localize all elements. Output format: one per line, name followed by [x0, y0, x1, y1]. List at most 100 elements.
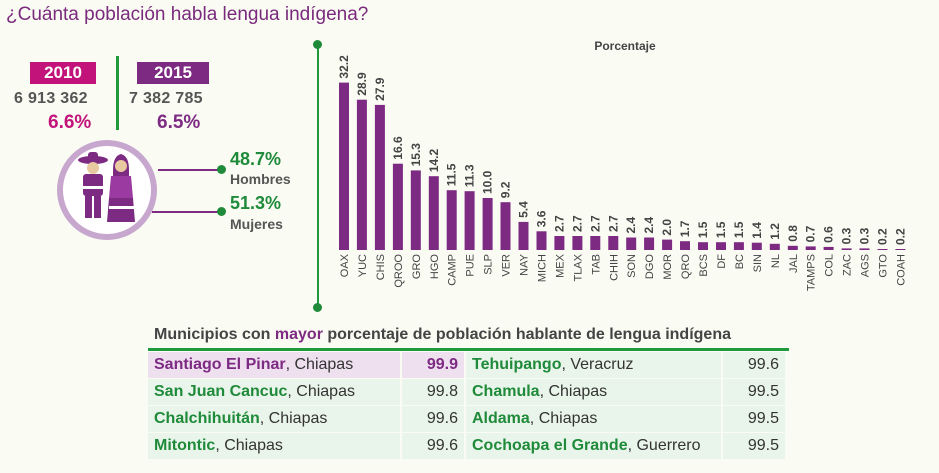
bar-zac: [841, 248, 852, 250]
category-label: MICH: [537, 254, 549, 282]
bar-value-label: 28.9: [355, 72, 369, 96]
state-percentage-chart: Porcentaje 32.2 OAX 28.9 YUC 27.9 CHIS 16.6 QRO…: [337, 39, 907, 291]
bar-value-label: 1.4: [750, 222, 764, 239]
value-cell: 99.8: [402, 379, 464, 405]
bar-mex: [554, 236, 565, 250]
men-percent: 48.7%: [230, 149, 282, 169]
bar-tab: [590, 236, 601, 250]
category-label: QROO: [393, 254, 405, 288]
category-label: GRO: [411, 254, 423, 280]
value-cell: 99.5: [723, 379, 785, 405]
bar-value-label: 2.7: [588, 215, 602, 232]
table-heading-pre: Municipios con: [154, 326, 275, 343]
year-2015-badge: 2015: [137, 62, 209, 84]
bar-tlax: [572, 236, 583, 250]
table-heading-post: porcentaje de población hablante de leng…: [322, 326, 731, 343]
category-label: TAMPS: [806, 254, 818, 291]
bar-chis: [374, 104, 385, 251]
bar-value-label: 11.3: [463, 164, 477, 187]
year-2010-badge: 2010: [30, 62, 96, 84]
category-label: MEX: [554, 253, 566, 278]
bar-df: [716, 242, 726, 250]
bar-yuc: [356, 99, 367, 250]
bar-value-label: 1.5: [696, 221, 710, 238]
population-2015: 7 382 785: [129, 90, 203, 107]
bar-value-label: 0.3: [840, 227, 854, 244]
municipalities-table: Municipios con mayor porcentaje de pobla…: [148, 322, 789, 459]
bar-value-label: 11.5: [445, 163, 459, 186]
bar-pue: [464, 191, 475, 250]
category-label: BCS: [698, 254, 710, 277]
bar-value-label: 9.2: [499, 181, 513, 198]
bar-value-label: 16.6: [391, 136, 405, 160]
table-row: Santiago El Pinar, Chiapas 99.9 Tehuipan…: [148, 352, 789, 378]
bar-camp: [446, 190, 457, 250]
category-label: JAL: [788, 254, 800, 273]
percent-2010: 6.6%: [48, 112, 92, 133]
category-label: GTO: [878, 254, 890, 278]
category-label: YUC: [357, 254, 369, 277]
page-title: ¿Cuánta población habla lengua indígena?: [6, 4, 369, 25]
bar-value-label: 0.7: [804, 225, 818, 242]
municipality-cell: Tehuipango, Veracruz: [466, 352, 721, 378]
municipality-cell: Chamula, Chiapas: [466, 379, 721, 405]
bar-value-label: 5.4: [517, 201, 531, 218]
value-cell: 99.6: [402, 433, 464, 459]
bar-ags: [859, 248, 870, 250]
bar-qro: [680, 241, 690, 250]
people-illustration: [57, 140, 157, 240]
bar-jal: [787, 245, 798, 250]
category-label: NAY: [519, 253, 531, 275]
women-label: Mujeres: [230, 216, 283, 232]
category-label: SON: [626, 254, 638, 278]
category-label: CHIS: [375, 254, 387, 280]
bar-hgo: [428, 176, 439, 250]
bar-slp: [482, 198, 493, 250]
bar-value-label: 0.2: [893, 228, 907, 245]
bar-value-label: 3.6: [535, 210, 549, 227]
category-label: OAX: [339, 253, 351, 277]
bar-bc: [733, 242, 744, 250]
municipality-cell: Mitontic, Chiapas: [148, 433, 400, 459]
category-label: DF: [716, 254, 728, 269]
bar-bcs: [698, 242, 708, 250]
men-connector-line: [158, 169, 220, 171]
category-label: PUE: [465, 254, 477, 277]
bar-value-label: 1.5: [714, 221, 728, 238]
men-connector-dot: [217, 165, 226, 174]
percent-2015: 6.5%: [157, 112, 201, 133]
bar-value-label: 14.2: [427, 149, 441, 173]
category-label: TAB: [590, 254, 602, 275]
municipality-cell: Santiago El Pinar, Chiapas: [148, 352, 400, 378]
bar-value-label: 0.8: [786, 225, 800, 242]
value-cell: 99.5: [723, 406, 785, 432]
chart-divider-dot-top: [313, 40, 322, 49]
bar-tamps: [805, 246, 816, 250]
bar-nl: [769, 243, 780, 250]
women-connector-dot: [217, 207, 226, 216]
category-label: SLP: [483, 254, 495, 275]
category-label: QRO: [680, 254, 692, 280]
value-cell: 99.5: [723, 433, 785, 459]
bar-value-label: 15.3: [409, 143, 423, 167]
table-row: Mitontic, Chiapas 99.6 Cochoapa el Grand…: [148, 433, 789, 459]
table-heading-highlight: mayor: [274, 326, 323, 343]
population-2010: 6 913 362: [14, 90, 88, 107]
bar-mich: [536, 231, 547, 250]
bar-dgo: [644, 237, 655, 250]
women-percent: 51.3%: [230, 193, 282, 213]
bar-value-label: 0.6: [822, 226, 836, 243]
bar-oax: [339, 82, 349, 250]
category-label: DGO: [644, 254, 656, 280]
bar-value-label: 2.4: [642, 216, 656, 233]
municipality-cell: Aldama, Chiapas: [466, 406, 721, 432]
bar-value-label: 0.2: [876, 228, 890, 245]
year-divider: [116, 56, 119, 130]
bar-son: [626, 237, 637, 250]
value-cell: 99.6: [402, 406, 464, 432]
category-label: TLAX: [572, 253, 584, 281]
value-cell: 99.9: [402, 352, 464, 378]
chart-divider: [317, 44, 319, 308]
category-label: NL: [770, 254, 782, 268]
bar-value-label: 2.7: [606, 215, 620, 232]
